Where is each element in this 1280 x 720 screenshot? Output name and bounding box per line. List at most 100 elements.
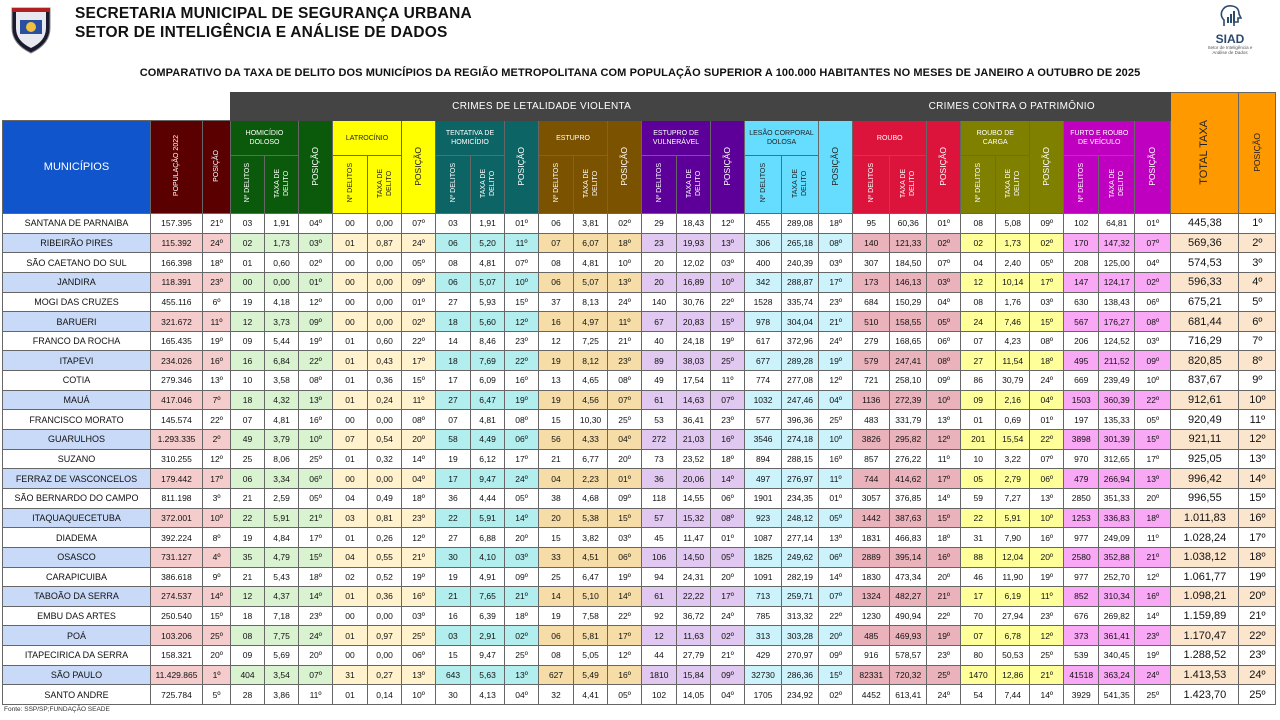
taxa-delito-cell: 276,22 [889, 448, 928, 470]
posicao-cell: 18º [818, 213, 854, 234]
n-delitos-cell: 894 [744, 448, 783, 470]
populacao-posicao: 24º [201, 232, 232, 254]
n-delitos-cell: 16 [230, 350, 266, 372]
n-delitos-cell: 18 [435, 350, 472, 372]
n-delitos-cell: 03 [230, 213, 266, 234]
taxa-delito-cell: 10,14 [995, 271, 1031, 293]
taxa-delito-cell: 24,18 [676, 330, 712, 352]
n-delitos-cell: 3929 [1063, 684, 1100, 706]
taxa-delito-cell: 2,23 [573, 468, 609, 489]
header-total-posicao: POSIÇÃO [1238, 92, 1277, 214]
posicao-cell: 23º [607, 350, 643, 372]
n-delitos-cell: 07 [230, 409, 266, 431]
n-delitos-cell: 495 [1063, 350, 1100, 372]
taxa-delito-cell: 301,39 [1098, 429, 1136, 450]
n-delitos-label: Nº DELITOS [449, 163, 457, 203]
posicao-cell: 10º [1029, 507, 1065, 529]
n-delitos-cell: 80 [960, 645, 997, 666]
n-delitos-cell: 22 [230, 507, 266, 529]
taxa-delito-cell: 4,18 [264, 291, 300, 313]
taxa-delito-cell: 5,38 [573, 507, 609, 529]
posicao-cell: 22º [504, 350, 540, 372]
populacao-posicao: 4º [201, 546, 232, 568]
taxa-delito-cell: 5,07 [573, 271, 609, 293]
n-delitos-cell: 08 [960, 291, 997, 313]
taxa-delito-cell: 295,82 [889, 429, 928, 450]
populacao-value: 274.537 [150, 586, 203, 607]
header-n-delitos: Nº DELITOS [960, 155, 997, 214]
posicao-cell: 14º [504, 507, 540, 529]
posicao-cell: 19º [1134, 645, 1172, 666]
header-n-delitos: Nº DELITOS [641, 155, 678, 214]
taxa-delito-cell: 2,79 [995, 468, 1031, 489]
taxa-delito-cell: 2,91 [470, 625, 506, 647]
n-delitos-cell: 916 [852, 645, 891, 666]
posicao-cell: 21º [1134, 546, 1172, 568]
n-delitos-cell: 713 [744, 586, 783, 607]
taxa-delito-cell: 12,86 [995, 664, 1031, 686]
posicao-cell: 25º [818, 409, 854, 431]
posicao-cell: 15º [401, 370, 437, 391]
populacao-value: 115.392 [150, 232, 203, 254]
taxa-delito-cell: 240,39 [781, 252, 820, 273]
header-taxa-delito: TAXA DE DELITO [470, 155, 506, 214]
posicao-cell: 15º [710, 311, 746, 332]
posicao-cell: 08º [298, 370, 334, 391]
taxa-delito-cell: 613,41 [889, 684, 928, 706]
n-delitos-cell: 669 [1063, 370, 1100, 391]
total-posicao-cell: 16º [1238, 507, 1277, 529]
posicao-cell: 25º [926, 664, 962, 686]
taxa-delito-cell: 234,35 [781, 487, 820, 509]
posicao-cell: 12º [504, 311, 540, 332]
total-posicao-cell: 20º [1238, 586, 1277, 607]
table-row: BARUERI 321.672 11º 12 3,73 09º 00 0,00 02º 18 5,6… [2, 311, 1277, 332]
posicao-cell: 06º [1029, 468, 1065, 489]
n-delitos-cell: 12 [538, 330, 575, 352]
taxa-delito-cell: 5,81 [573, 625, 609, 647]
header-crime-posicao: POSIÇÃO [504, 120, 540, 214]
n-delitos-cell: 857 [852, 448, 891, 470]
taxa-delito-cell: 4,79 [264, 546, 300, 568]
n-delitos-cell: 44 [641, 645, 678, 666]
posicao-cell: 15º [1134, 429, 1172, 450]
n-delitos-cell: 1442 [852, 507, 891, 529]
posicao-cell: 11º [401, 389, 437, 411]
total-taxa-cell: 912,61 [1170, 389, 1240, 411]
taxa-delito-cell: 0,00 [367, 409, 403, 431]
n-delitos-cell: 06 [538, 213, 575, 234]
n-delitos-cell: 923 [744, 507, 783, 529]
posicao-cell: 18º [1134, 507, 1172, 529]
n-delitos-cell: 53 [641, 409, 678, 431]
taxa-delito-cell: 336,83 [1098, 507, 1136, 529]
taxa-delito-cell: 138,43 [1098, 291, 1136, 313]
posicao-cell: 13º [504, 664, 540, 686]
header-crime-posicao: POSIÇÃO [926, 120, 962, 214]
n-delitos-cell: 1136 [852, 389, 891, 411]
taxa-delito-cell: 5,69 [264, 645, 300, 666]
n-delitos-cell: 01 [960, 409, 997, 431]
taxa-delito-cell: 4,68 [573, 487, 609, 509]
municipio-name: RIBEIRÃO PIRES [2, 232, 151, 254]
taxa-delito-cell: 266,94 [1098, 468, 1136, 489]
posicao-cell: 05º [298, 487, 334, 509]
populacao-posicao: 19º [201, 330, 232, 352]
posicao-label: POSIÇÃO [413, 146, 424, 186]
posicao-cell: 02º [710, 625, 746, 647]
taxa-delito-cell: 0,00 [264, 271, 300, 293]
header-crime-name: HOMICÍDIO DOLOSO [230, 120, 300, 156]
n-delitos-cell: 1831 [852, 527, 891, 548]
posicao-cell: 05º [401, 252, 437, 273]
table-row: JANDIRA 118.391 23º 00 0,00 01º 00 0,00 09º 06 5,0… [2, 271, 1277, 293]
taxa-delito-cell: 121,33 [889, 232, 928, 254]
posicao-cell: 20º [1134, 487, 1172, 509]
taxa-delito-cell: 36,72 [676, 605, 712, 627]
header-n-delitos: Nº DELITOS [1063, 155, 1100, 214]
posicao-cell: 22º [926, 605, 962, 627]
populacao-value: 103.206 [150, 625, 203, 647]
n-delitos-cell: 36 [435, 487, 472, 509]
n-delitos-cell: 483 [852, 409, 891, 431]
header-crime-posicao: POSIÇÃO [607, 120, 643, 214]
total-posicao-cell: 8º [1238, 350, 1277, 372]
n-delitos-cell: 173 [852, 271, 891, 293]
n-delitos-cell: 14 [538, 586, 575, 607]
